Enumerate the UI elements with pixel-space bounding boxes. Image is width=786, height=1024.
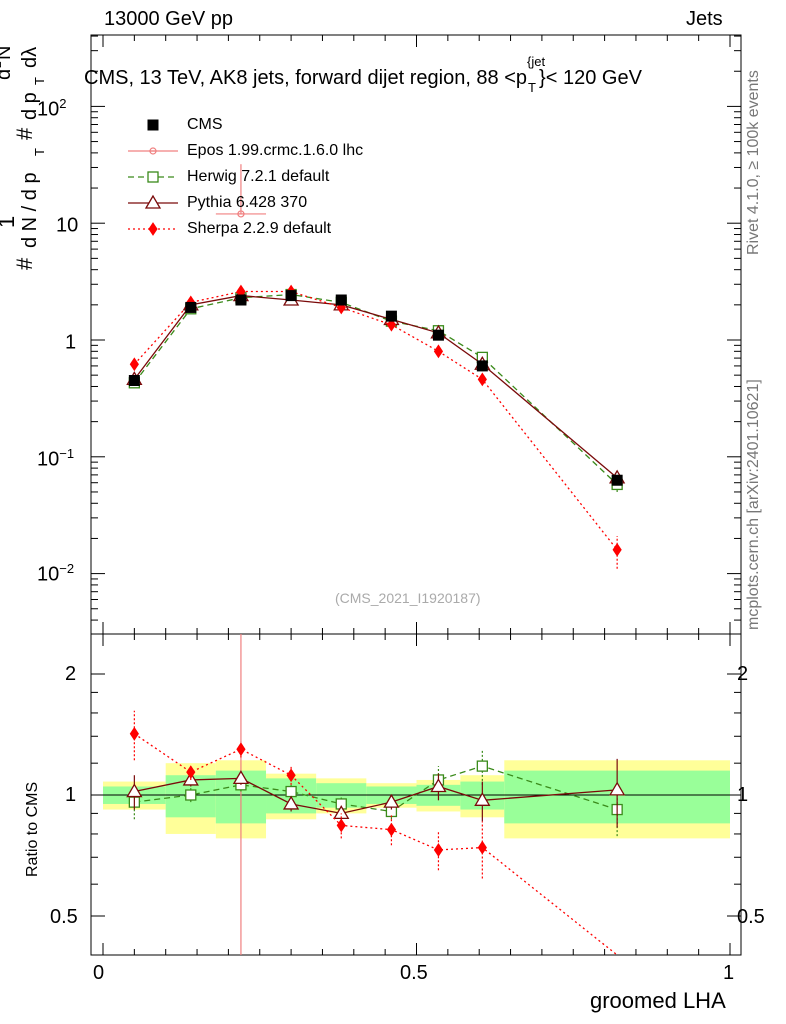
data-point [285,290,297,302]
ratio-y-tick-label-right: 2 [737,663,749,685]
y-label-one: 1 [0,216,20,228]
series-0 [215,164,267,955]
data-point [385,310,397,322]
legend-symbol [144,194,162,209]
y-tick-base: 10 [56,214,79,237]
series-point [129,357,139,372]
data-point [185,301,197,313]
y-tick-base: 1 [65,331,77,354]
ratio-y-tick-label: 2 [65,663,77,685]
legend-symbol-cms [147,119,159,131]
y-tick-base: 10 [37,563,60,586]
series-3 [129,284,622,956]
y-tick-exp: −2 [59,561,75,576]
series-1 [128,288,623,837]
data-point [432,329,444,341]
ratio-point [232,770,250,785]
plot-title-sub: T [528,80,536,95]
y-tick-exp: −1 [59,446,75,461]
x-tick-label: 0 [93,962,105,984]
header-jets-label: Jets [686,8,723,30]
ratio-point [430,778,447,793]
y-label-hash1: # [12,257,37,270]
ratio-point [333,805,350,820]
series-layer [126,164,626,956]
ratio-y-tick-label-right: 1 [737,784,749,806]
ratio-point [126,783,143,798]
series-point [612,542,622,557]
legend-label-sherpa: Sherpa 2.2.9 default [187,220,332,237]
ratio-point [285,785,297,798]
y-tick-label: 10−1 [37,446,74,472]
plot-title-main: CMS, 13 TeV, AK8 jets, forward dijet reg… [84,67,528,89]
plot-title: CMS, 13 TeV, AK8 jets, forward dijet reg… [84,54,642,95]
series-line [133,293,618,485]
y-label-dn: d N / d p [19,172,41,248]
ratio-point [186,765,196,780]
series-line [133,290,618,551]
ratio-point [236,742,246,757]
y-axis-label-ratio: Ratio to CMS [24,781,41,877]
y-label-hash2: # [12,127,37,140]
tick-layer [91,35,741,955]
ratio-point [286,768,296,783]
data-point [335,294,347,306]
y-tick-label: 10 [56,212,78,238]
ratio-uncertainty-bands [103,760,730,839]
legend-symbol [148,222,158,236]
y-tick-exp: 2 [59,96,67,111]
y-label-dn-sub: T [32,148,47,156]
ratio-point [476,760,488,772]
y-tick-base: 10 [37,448,60,471]
mcplots-site-label: mcplots.cern.ch [arXiv:2401.10621] [745,379,762,630]
ratio-y-tick-label: 0.5 [50,906,78,928]
legend-label-cms: CMS [187,116,223,133]
y-label-den-tail: dλ [19,46,41,68]
plot-title-tail: }< 120 GeV [539,67,642,89]
analysis-watermark: (CMS_2021_I1920187) [335,590,481,606]
series-2 [126,287,626,828]
ratio-point [185,789,197,801]
data-point [128,375,140,387]
x-axis-label: groomed LHA [590,988,726,1013]
plot-title-sup: {jet [527,54,546,69]
series-point [386,317,397,332]
ratio-point [609,781,626,796]
x-tick-label: 1 [723,962,735,984]
y-tick-label: 10−2 [37,561,74,587]
y-tick-label: 1 [65,329,76,355]
legend-symbol [147,171,159,183]
legend [128,119,178,236]
y-label-num-tail: N [0,46,16,60]
y-label-num: d [0,69,16,80]
series-point [477,372,487,387]
data-point [476,360,488,372]
legend-label-epos: Epos 1.99.crmc.1.6.0 lhc [187,142,364,159]
rivet-version-label: Rivet 4.1.0, ≥ 100k events [745,70,762,255]
series-cms-data [128,290,623,486]
y-label-den-sub: T [32,77,47,85]
data-point [611,474,623,486]
ratio-point [129,726,139,741]
legend-label-herwig: Herwig 7.2.1 default [187,168,330,185]
ratio-point [433,843,444,857]
data-point [235,294,247,306]
series-point [433,344,444,359]
ratio-y-tick-label-right: 0.5 [737,906,765,928]
series-line [133,294,618,479]
ratio-point [282,795,300,810]
y-tick-label: 102 [37,96,66,122]
ratio-point [477,840,487,855]
ratio-point [383,793,400,808]
header-energy-label: 13000 GeV pp [104,8,233,30]
ratio-point [336,818,346,833]
ratio-point [386,822,397,837]
ratio-point [474,792,491,806]
legend-label-pythia: Pythia 6.428 370 [187,194,308,211]
y-tick-base: 10 [37,98,60,121]
ratio-y-tick-label: 1 [65,784,77,806]
x-tick-label: 0.5 [400,962,428,984]
y-label-num-sup: 2 [0,61,4,68]
